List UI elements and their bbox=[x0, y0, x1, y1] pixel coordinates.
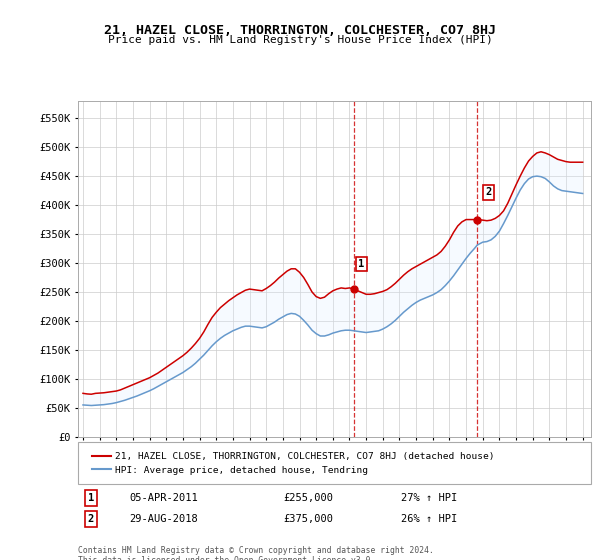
Text: 2: 2 bbox=[88, 514, 94, 524]
Text: 2: 2 bbox=[485, 187, 492, 197]
Text: 21, HAZEL CLOSE, THORRINGTON, COLCHESTER, CO7 8HJ: 21, HAZEL CLOSE, THORRINGTON, COLCHESTER… bbox=[104, 24, 496, 36]
Text: Contains HM Land Registry data © Crown copyright and database right 2024.
This d: Contains HM Land Registry data © Crown c… bbox=[78, 546, 434, 560]
Text: 05-APR-2011: 05-APR-2011 bbox=[130, 493, 198, 503]
Text: £375,000: £375,000 bbox=[283, 514, 333, 524]
Text: 29-AUG-2018: 29-AUG-2018 bbox=[130, 514, 198, 524]
Text: 26% ↑ HPI: 26% ↑ HPI bbox=[401, 514, 457, 524]
Legend: 21, HAZEL CLOSE, THORRINGTON, COLCHESTER, CO7 8HJ (detached house), HPI: Average: 21, HAZEL CLOSE, THORRINGTON, COLCHESTER… bbox=[88, 448, 499, 479]
Text: 27% ↑ HPI: 27% ↑ HPI bbox=[401, 493, 457, 503]
Text: 1: 1 bbox=[358, 259, 364, 269]
Text: £255,000: £255,000 bbox=[283, 493, 333, 503]
Text: 1: 1 bbox=[88, 493, 94, 503]
Text: Price paid vs. HM Land Registry's House Price Index (HPI): Price paid vs. HM Land Registry's House … bbox=[107, 35, 493, 45]
